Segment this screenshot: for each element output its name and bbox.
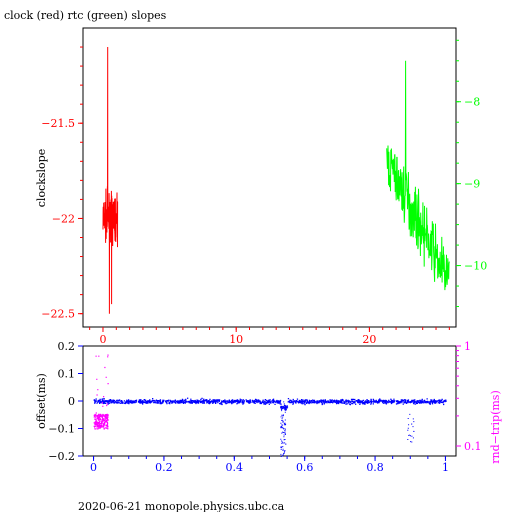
bottom-panel: offset(ms) rnd−trip(ms) 0 0.2 0.4 0.6 0.8 1 0.… [35, 340, 502, 474]
bottom-xtick-label: 0.6 [296, 461, 314, 474]
bottom-ylabel: offset(ms) [35, 373, 48, 429]
rtc-slope-series [386, 60, 450, 291]
bottom-xtick-label: 0 [90, 461, 97, 474]
top-ytick-right-label: −8 [464, 96, 480, 109]
top-ytick-right-label: −9 [464, 178, 480, 191]
clock-slope-series [102, 46, 119, 314]
bottom-ytick-left-label: 0.2 [58, 340, 76, 353]
top-ytick-left-label: −22.5 [41, 308, 75, 321]
top-plot-frame [82, 27, 457, 328]
top-xtick-label: 20 [362, 333, 376, 346]
bottom-ytick-right-label: 0.1 [464, 440, 482, 453]
bottom-ytick-left-label: 0.1 [58, 368, 76, 381]
top-ytick-right-label: −10 [464, 260, 487, 273]
bottom-ytick-right-label: 1 [464, 340, 471, 353]
bottom-ytick-left-label: −0.2 [48, 450, 75, 463]
top-ytick-left-label: −22 [52, 212, 75, 225]
roundtrip-series [93, 354, 109, 430]
top-ylabel: clockslope [35, 149, 48, 207]
bottom-ytick-left-label: −0.1 [48, 423, 75, 436]
bottom-ytick-left-label: 0 [68, 395, 75, 408]
bottom-ylabel-right: rnd−trip(ms) [489, 390, 502, 464]
top-ytick-left-label: −21.5 [41, 117, 75, 130]
bottom-xtick-label: 0.2 [155, 461, 173, 474]
bottom-xtick-label: 0.8 [366, 461, 384, 474]
top-marks: 0 10 20 −21.5 −22 −22.5 −8 −9 −10 [41, 39, 487, 346]
top-panel: clockslope 0 10 20 −21.5 −22 −22.5 −8 −9 −10 [35, 27, 487, 346]
offset-series [93, 397, 447, 457]
chart-title: clock (red) rtc (green) slopes [4, 9, 167, 22]
top-xtick-label: 10 [229, 333, 243, 346]
bottom-xtick-label: 1 [442, 461, 449, 474]
bottom-xtick-label: 0.4 [226, 461, 244, 474]
footer-label: 2020-06-21 monopole.physics.ubc.ca [78, 500, 285, 512]
bottom-marks: 0 0.2 0.4 0.6 0.8 1 0.2 0.1 0 −0.1 −0.2 1 0.1 [48, 340, 481, 474]
top-xtick-label: 0 [99, 333, 106, 346]
